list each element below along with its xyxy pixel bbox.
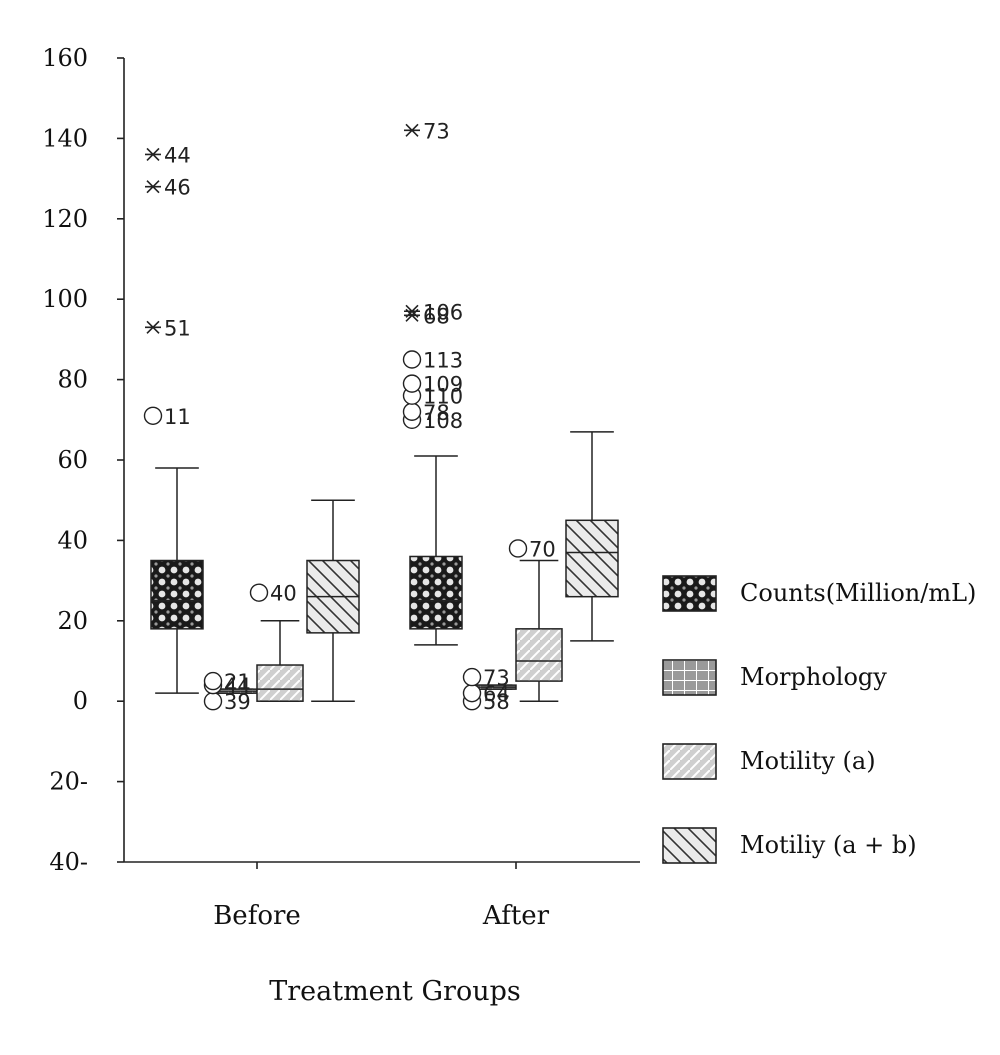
legend-item: Morphology <box>662 659 887 696</box>
box-0-0 <box>150 467 204 694</box>
outliers-layer: 1151464410878110109113681067339442158647… <box>143 119 556 714</box>
outlier: 64 <box>462 682 510 706</box>
legend-item: Motility (a) <box>662 743 876 780</box>
star-marker <box>404 123 420 137</box>
outlier-label: 73 <box>423 119 450 143</box>
extreme-outlier: 44 <box>145 143 191 167</box>
outlier-label: 11 <box>164 405 191 429</box>
y-tick-label: 20- <box>49 768 88 796</box>
extreme-outlier: 73 <box>404 119 450 143</box>
outlier-label: 78 <box>423 401 450 425</box>
x-category-label: Before <box>213 901 301 931</box>
legend-item: Counts(Million/mL) <box>662 575 976 612</box>
legend-swatch <box>662 743 717 780</box>
outlier-label: 46 <box>164 176 191 200</box>
outlier-label: 44 <box>224 674 251 698</box>
legend-label: Motiliy (a + b) <box>740 831 917 859</box>
outlier-label: 40 <box>270 582 297 606</box>
circle-marker <box>402 350 422 369</box>
legend-item: Motiliy (a + b) <box>662 827 917 864</box>
y-tick-label: 20 <box>57 607 88 635</box>
boxes-layer <box>150 431 619 702</box>
x-axis-title: Treatment Groups <box>269 976 521 1007</box>
box-iqr <box>256 664 304 702</box>
outlier-label: 51 <box>164 316 191 340</box>
outlier-label: 21 <box>224 670 251 694</box>
outlier-label: 64 <box>483 682 510 706</box>
circle-marker <box>203 692 223 711</box>
y-tick-label: 100 <box>42 285 88 313</box>
outlier: 113 <box>402 349 463 373</box>
extreme-outlier: 106 <box>404 300 463 324</box>
box-3-0 <box>306 499 360 702</box>
outlier-label: 113 <box>423 349 463 373</box>
outlier: 70 <box>508 537 556 561</box>
outlier-label: 110 <box>423 385 463 409</box>
y-tick-label: 140 <box>42 124 88 152</box>
star-marker <box>145 180 161 194</box>
y-tick-label: 40 <box>57 526 88 554</box>
outlier-label: 108 <box>423 409 463 433</box>
outlier: 109 <box>402 373 463 397</box>
circle-marker <box>143 406 163 425</box>
outlier-label: 39 <box>224 690 251 714</box>
outlier-label: 58 <box>483 690 510 714</box>
outlier-label: 106 <box>423 300 463 324</box>
circle-marker <box>462 667 482 687</box>
legend-label: Counts(Million/mL) <box>740 579 976 607</box>
outlier: 44 <box>203 674 251 698</box>
y-tick-label: 80 <box>57 366 88 394</box>
legend-swatch <box>662 827 717 864</box>
x-category-label: After <box>482 901 550 931</box>
outlier: 39 <box>203 690 251 714</box>
box-iqr <box>515 628 563 682</box>
box-2-1 <box>515 559 563 702</box>
outlier: 11 <box>143 405 191 429</box>
outlier-label: 109 <box>423 373 463 397</box>
circle-marker <box>462 683 482 703</box>
y-tick-label: 60 <box>57 446 88 474</box>
outlier-label: 70 <box>529 537 556 561</box>
extreme-outlier: 68 <box>404 304 450 328</box>
extreme-outlier: 46 <box>145 176 191 200</box>
box-3-1 <box>565 431 619 642</box>
outlier: 21 <box>203 670 251 694</box>
y-tick-label: 160 <box>42 44 88 72</box>
outlier-label: 44 <box>164 143 191 167</box>
box-2-0 <box>256 620 304 702</box>
legend-swatch <box>662 575 717 612</box>
box-iqr <box>409 555 463 630</box>
outlier: 73 <box>462 666 510 690</box>
legend-label: Morphology <box>740 663 887 691</box>
outlier-label: 68 <box>423 304 450 328</box>
star-marker <box>404 304 420 318</box>
star-marker <box>145 320 161 334</box>
circle-marker <box>203 671 223 691</box>
circle-marker <box>508 539 528 558</box>
circle-marker <box>402 402 422 421</box>
y-tick-label: 40- <box>49 848 88 876</box>
box-iqr <box>565 519 619 598</box>
box-0-1 <box>409 455 463 646</box>
outlier-label: 73 <box>483 666 510 690</box>
axes: 160 140 120 100 80 60 40 20 0 20- 40- Before After <box>42 44 640 931</box>
box-iqr <box>150 559 204 630</box>
extreme-outlier: 51 <box>145 316 191 340</box>
y-tick-label: 0 <box>73 687 88 715</box>
legend-swatch <box>662 659 717 696</box>
legend-label: Motility (a) <box>740 747 876 775</box>
outlier: 40 <box>249 582 297 606</box>
circle-marker <box>402 374 422 393</box>
outlier: 78 <box>402 401 450 425</box>
legend: Counts(Million/mL) Morphology Motility (a)… <box>662 575 976 864</box>
y-tick-label: 120 <box>42 205 88 233</box>
star-marker <box>145 147 161 162</box>
circle-marker <box>249 583 269 602</box>
